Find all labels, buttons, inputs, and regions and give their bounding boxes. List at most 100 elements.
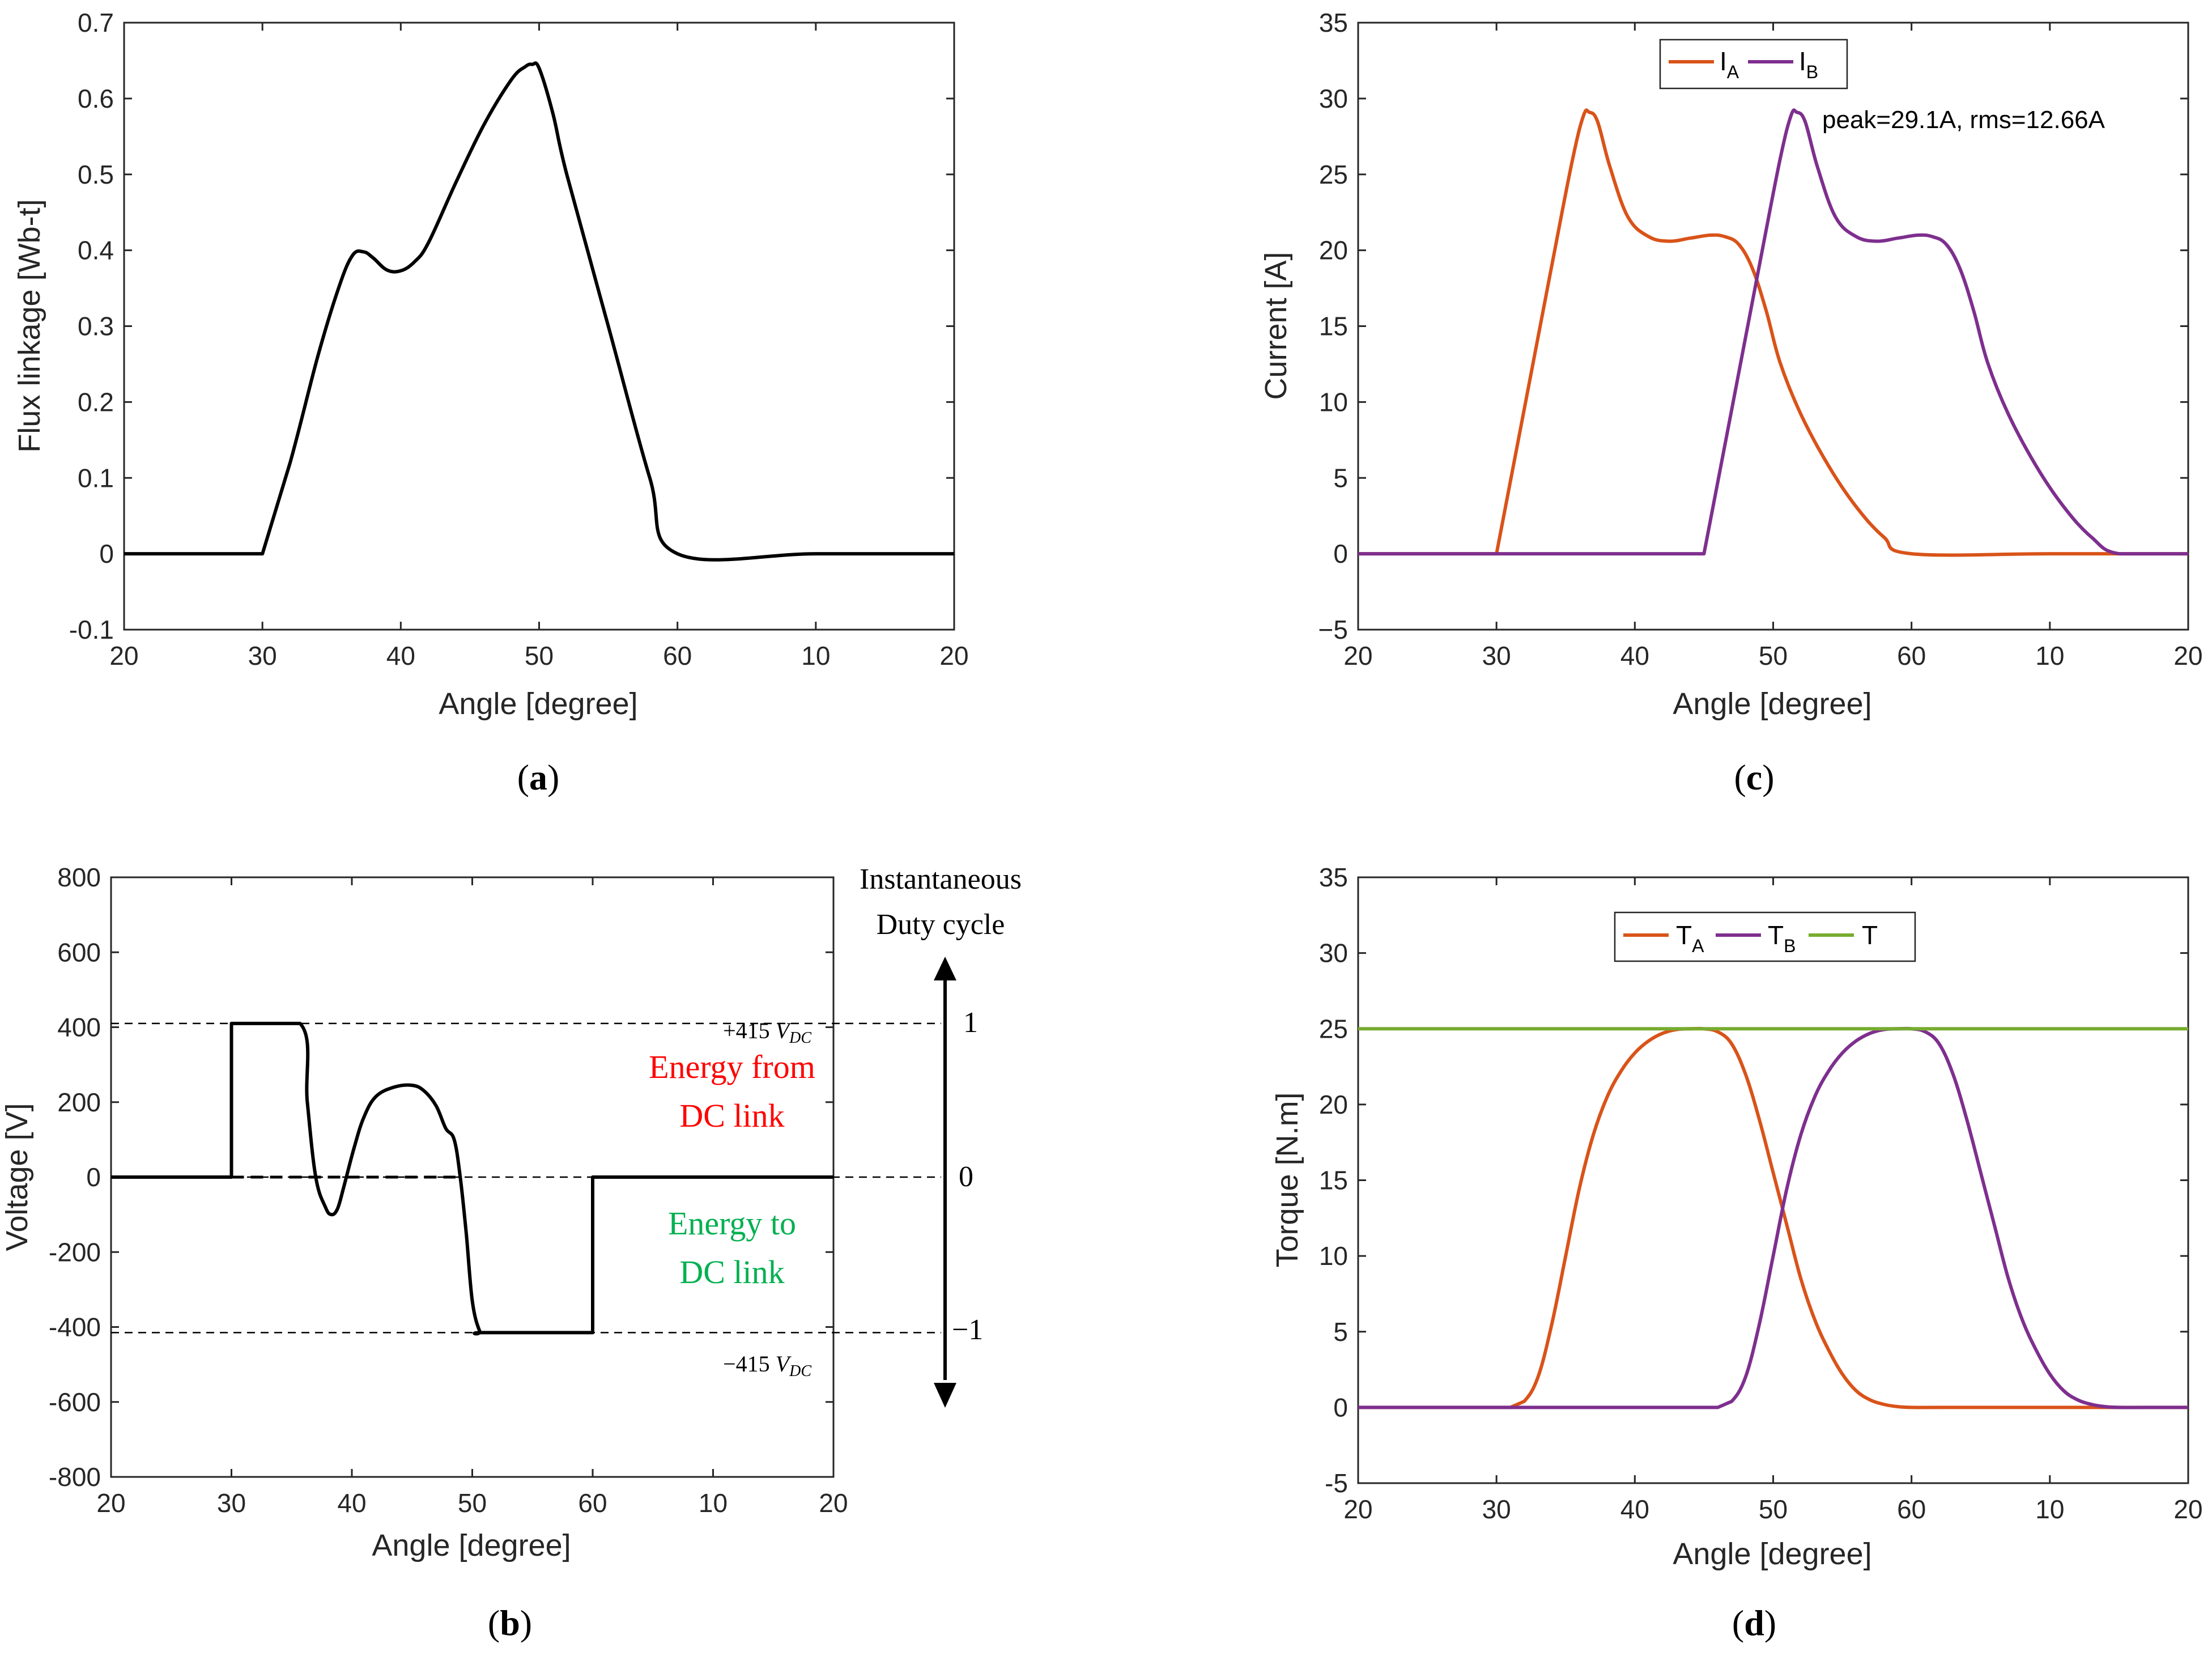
y-tick-label: −5	[1318, 615, 1348, 644]
series-line-t-b	[1358, 1026, 2188, 1409]
y-tick-label: 35	[1319, 863, 1348, 892]
panel-b-plus-vdc-label: +415 VDC	[723, 1018, 811, 1047]
x-tick-label: 30	[217, 1488, 246, 1518]
panel-d-caption: (d)	[1732, 1603, 1776, 1643]
panel-c-series	[1358, 108, 2188, 557]
series-line-i-b	[1358, 108, 2188, 556]
panel-d-legend: TA TB T	[1614, 911, 1916, 962]
y-tick-label: 25	[1319, 1014, 1348, 1043]
y-tick-label: 0.3	[78, 312, 114, 341]
panel-c-current: −5 0 5 10 15 20 25 30 35 20 30 40 50 60 10 20 IA IB pe…	[1259, 8, 2203, 797]
y-tick-label: 0.5	[78, 160, 114, 189]
y-tick-label: 10	[1319, 387, 1348, 417]
panel-d-series	[1358, 1026, 2188, 1409]
y-tick-label: 30	[1319, 939, 1348, 968]
series-line-flux-linkage	[124, 61, 954, 562]
y-tick-label: 200	[57, 1088, 101, 1117]
panel-b-energy-to-line2: DC link	[679, 1254, 784, 1290]
panel-d-x-axis-label: Angle [degree]	[1673, 1537, 1871, 1571]
x-tick-label: 20	[96, 1488, 125, 1518]
y-tick-label: 5	[1333, 463, 1348, 492]
y-tick-label: 15	[1319, 1166, 1348, 1195]
panel-c-y-tick-labels: −5 0 5 10 15 20 25 30 35	[1318, 8, 1348, 644]
x-tick-label: 50	[1759, 1494, 1788, 1524]
panel-b-minus-vdc-label: −415 VDC	[723, 1351, 811, 1380]
x-tick-label: 60	[1897, 641, 1926, 670]
panel-d-y-tick-labels: -5 0 5 10 15 20 25 30 35	[1319, 863, 1348, 1498]
y-tick-label: 35	[1319, 8, 1348, 37]
y-tick-label: 0.7	[78, 8, 114, 37]
x-tick-label: 40	[1620, 641, 1649, 670]
series-line-t-a	[1358, 1026, 2188, 1409]
y-tick-label: 15	[1319, 312, 1348, 341]
panel-b-y-axis-label: Voltage [V]	[0, 1103, 34, 1251]
y-tick-label: -5	[1325, 1468, 1348, 1498]
x-tick-label: 60	[1897, 1494, 1926, 1524]
panel-b-duty-arrow-down	[934, 1383, 956, 1408]
y-tick-label: 0.6	[78, 84, 114, 113]
y-tick-label: -0.1	[69, 615, 114, 644]
panel-a-series	[124, 61, 954, 562]
panel-b-energy-from-line2: DC link	[679, 1097, 784, 1134]
panel-a-y-tick-labels: -0.1 0 0.1 0.2 0.3 0.4 0.5 0.6 0.7	[69, 8, 114, 644]
panel-b-duty-1: 1	[963, 1007, 978, 1039]
x-tick-label: 20	[2173, 1494, 2202, 1524]
y-tick-label: -800	[49, 1462, 101, 1492]
x-tick-label: 50	[525, 641, 554, 670]
y-tick-label: 0.1	[78, 463, 114, 492]
panel-a-ticks	[123, 22, 955, 631]
panel-b-duty-minus1: −1	[952, 1314, 983, 1346]
x-tick-label: 20	[2173, 641, 2202, 670]
y-tick-label: 800	[57, 863, 101, 892]
panel-c-caption: (c)	[1734, 757, 1774, 797]
panel-d-x-tick-labels: 20 30 40 50 60 10 20	[1343, 1494, 2202, 1524]
x-tick-label: 50	[458, 1488, 487, 1518]
panel-b-energy-from-line1: Energy from	[649, 1048, 815, 1085]
x-tick-label: 20	[819, 1488, 848, 1518]
panel-b-energy-to-line1: Energy to	[668, 1205, 796, 1242]
panel-b-y-tick-labels: -800 -600 -400 -200 0 200 400 600 800	[49, 863, 101, 1492]
panel-b-duty-arrow	[934, 957, 956, 1408]
panel-a-caption: (a)	[517, 757, 560, 797]
y-tick-label: 20	[1319, 236, 1348, 265]
y-tick-label: 10	[1319, 1241, 1348, 1271]
y-tick-label: 30	[1319, 84, 1348, 113]
y-tick-label: 5	[1333, 1317, 1348, 1347]
panel-c-legend: IA IB	[1659, 39, 1848, 90]
y-tick-label: 0.2	[78, 387, 114, 417]
y-tick-label: 0.4	[78, 236, 114, 265]
x-tick-label: 40	[386, 641, 415, 670]
panel-c-legend-box	[1659, 39, 1848, 90]
y-tick-label: -600	[49, 1387, 101, 1417]
panel-a-x-axis-label: Angle [degree]	[439, 687, 637, 721]
panel-b-x-axis-label: Angle [degree]	[372, 1528, 571, 1562]
y-tick-label: 400	[57, 1013, 101, 1042]
y-tick-label: -400	[49, 1313, 101, 1342]
y-tick-label: 600	[57, 937, 101, 967]
panel-b-x-tick-labels: 20 30 40 50 60 10 20	[96, 1488, 848, 1518]
x-tick-label: 10	[801, 641, 830, 670]
panel-c-x-axis-label: Angle [degree]	[1673, 687, 1871, 721]
panel-b-ticks	[110, 876, 835, 1478]
panel-a-plot-area	[123, 22, 955, 631]
panel-b-duty-arrow-up	[934, 957, 956, 980]
panel-d-legend-ta-label: TA	[1676, 920, 1704, 956]
panel-a-y-axis-label: Flux linkage [Wb-t]	[12, 199, 46, 452]
x-tick-label: 30	[1482, 1494, 1511, 1524]
y-tick-label: -200	[49, 1237, 101, 1267]
panel-d-legend-tb-label: TB	[1768, 920, 1796, 956]
x-tick-label: 60	[663, 641, 692, 670]
panel-b-duty-title-line2: Duty cycle	[877, 908, 1005, 941]
panel-a-x-tick-labels: 20 30 40 50 60 10 20	[109, 641, 968, 670]
x-tick-label: 20	[939, 641, 968, 670]
series-line-i-a	[1358, 108, 2188, 557]
panel-b-series	[111, 1021, 833, 1336]
x-tick-label: 30	[248, 641, 277, 670]
panel-c-x-tick-labels: 20 30 40 50 60 10 20	[1343, 641, 2202, 670]
x-tick-label: 60	[578, 1488, 607, 1518]
panel-b-duty-0: 0	[959, 1161, 973, 1193]
y-tick-label: 0	[1333, 539, 1348, 568]
panel-c-legend-ia-label: IA	[1720, 46, 1739, 82]
panel-d-legend-t-label: T	[1862, 920, 1878, 950]
